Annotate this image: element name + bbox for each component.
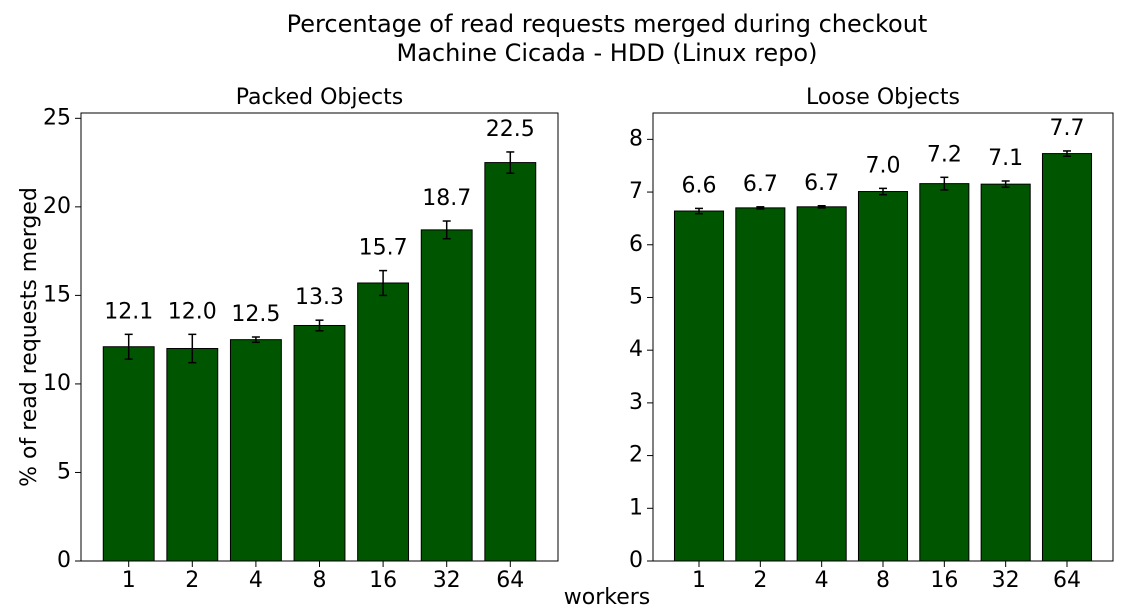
x-tick-label: 64 (496, 568, 524, 593)
x-tick-label: 32 (992, 568, 1020, 593)
axes-frame (652, 112, 1114, 562)
y-tick-label: 15 (43, 282, 71, 307)
x-tick-label: 8 (313, 568, 327, 593)
x-tick-label: 32 (433, 568, 461, 593)
bar (229, 339, 282, 562)
bar (796, 206, 847, 562)
subplot-title: Loose Objects (806, 85, 960, 110)
bar (102, 346, 155, 562)
y-tick-label: 0 (629, 548, 643, 573)
figure-title: Percentage of read requests merged durin… (287, 10, 928, 38)
x-axis-label: workers (564, 585, 651, 610)
bar (357, 282, 410, 562)
bar (420, 229, 473, 562)
bar (735, 207, 786, 562)
value-label: 22.5 (486, 117, 535, 142)
x-tick-label: 4 (815, 568, 829, 593)
value-label: 6.7 (743, 172, 778, 197)
x-tick-label: 4 (249, 568, 263, 593)
y-tick-label: 25 (43, 105, 71, 130)
value-label: 6.7 (804, 171, 839, 196)
y-tick-label: 1 (629, 495, 643, 520)
bar (857, 191, 909, 562)
x-tick-label: 1 (692, 568, 706, 593)
x-tick-label: 8 (876, 568, 890, 593)
y-tick-label: 5 (57, 459, 71, 484)
value-label: 13.3 (295, 285, 344, 310)
value-label: 6.6 (682, 173, 717, 198)
y-tick-label: 3 (629, 390, 643, 415)
value-label: 12.0 (168, 299, 217, 324)
value-label: 18.7 (422, 186, 471, 211)
y-axis-label: % of read requests merged (17, 187, 42, 487)
y-tick-label: 0 (57, 548, 71, 573)
axes-frame (80, 112, 559, 562)
subplot-title: Packed Objects (236, 85, 403, 110)
y-tick-label: 8 (629, 126, 643, 151)
x-tick-label: 2 (753, 568, 767, 593)
value-label: 15.7 (359, 236, 408, 261)
figure-subtitle: Machine Cicada - HDD (Linux repo) (397, 39, 818, 67)
x-tick-label: 1 (122, 568, 136, 593)
value-label: 7.1 (988, 146, 1023, 171)
x-tick-label: 2 (185, 568, 199, 593)
value-label: 12.5 (231, 302, 280, 327)
x-tick-label: 64 (1053, 568, 1081, 593)
value-label: 7.0 (866, 153, 901, 178)
y-tick-label: 5 (629, 284, 643, 309)
bar (980, 183, 1031, 562)
x-tick-label: 16 (369, 568, 397, 593)
y-tick-label: 4 (629, 337, 643, 362)
y-tick-label: 7 (629, 179, 643, 204)
y-tick-label: 20 (43, 194, 71, 219)
y-tick-label: 10 (43, 371, 71, 396)
y-tick-label: 6 (629, 232, 643, 257)
bar (484, 162, 537, 562)
value-label: 12.1 (104, 299, 153, 324)
bar (673, 210, 725, 562)
x-tick-label: 16 (930, 568, 958, 593)
value-label: 7.2 (927, 142, 962, 167)
bar (166, 348, 219, 562)
y-tick-label: 2 (629, 443, 643, 468)
value-label: 7.7 (1050, 116, 1085, 141)
bar (1041, 153, 1093, 562)
bar (919, 183, 970, 562)
bar (293, 324, 346, 562)
